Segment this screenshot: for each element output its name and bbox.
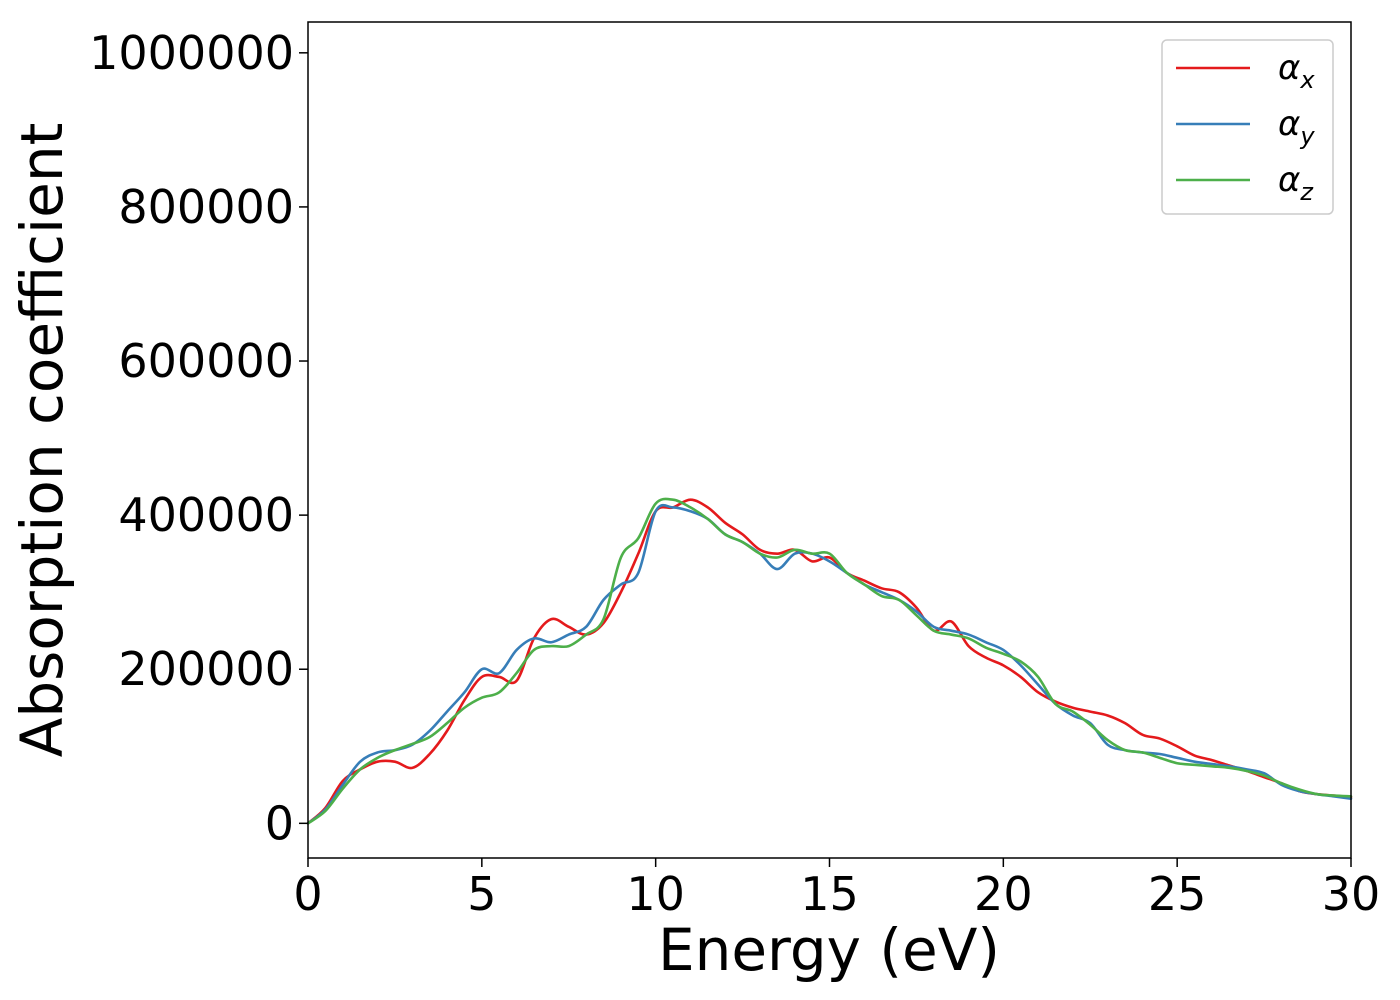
x-tick-label: 30: [1322, 867, 1381, 921]
x-tick-label: 15: [800, 867, 859, 921]
x-tick-label: 5: [467, 867, 496, 921]
y-tick-label: 0: [265, 796, 294, 850]
series-line-z: [306, 497, 1353, 825]
x-tick-label: 0: [293, 867, 322, 921]
y-tick-label: 1000000: [89, 26, 294, 80]
y-axis-label: Absorption coefficient: [8, 123, 76, 758]
x-tick-label: 20: [974, 867, 1033, 921]
x-tick-label: 10: [626, 867, 685, 921]
y-tick-label: 200000: [118, 642, 294, 696]
series-line-y: [306, 503, 1353, 825]
x-axis-label: Energy (eV): [658, 916, 1000, 984]
legend-box: [1161, 39, 1334, 215]
series-layer: [306, 497, 1353, 825]
x-axis-ticks: 0 5 10 15 20 25 30: [293, 858, 1380, 921]
y-tick-label: 800000: [118, 180, 294, 234]
y-axis-ticks: 0 200000 400000 600000 800000 1000000: [89, 26, 308, 850]
series-line-x: [306, 498, 1353, 825]
x-tick-label: 25: [1148, 867, 1207, 921]
y-tick-label: 400000: [118, 488, 294, 542]
y-tick-label: 600000: [118, 334, 294, 388]
